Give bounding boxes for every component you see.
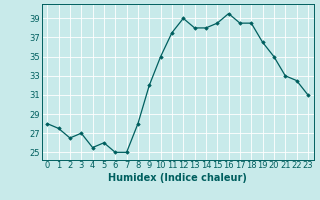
X-axis label: Humidex (Indice chaleur): Humidex (Indice chaleur) — [108, 173, 247, 183]
